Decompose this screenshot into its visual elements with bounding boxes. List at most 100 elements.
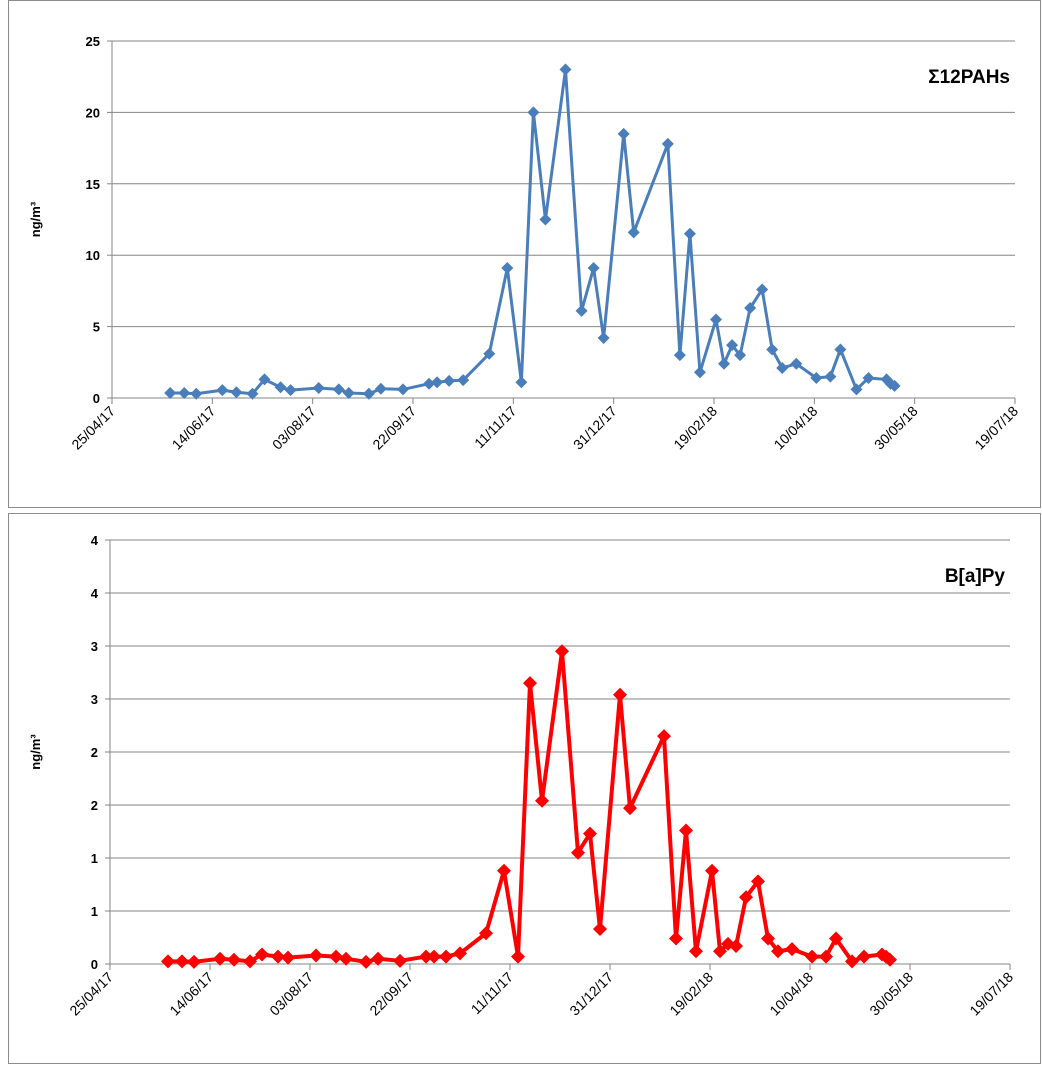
x-tick-label: 14/06/17 bbox=[169, 403, 219, 453]
data-point bbox=[511, 949, 525, 964]
data-point bbox=[175, 954, 189, 969]
x-tick-label: 19/07/18 bbox=[971, 403, 1021, 453]
data-point bbox=[824, 370, 837, 383]
data-point bbox=[190, 387, 203, 400]
data-point bbox=[427, 949, 441, 964]
y-tick-label: 4 bbox=[91, 586, 99, 601]
data-point bbox=[810, 372, 823, 385]
data-line bbox=[170, 68, 896, 396]
data-point bbox=[888, 379, 901, 392]
data-point bbox=[771, 944, 785, 959]
data-point bbox=[583, 826, 597, 841]
data-point bbox=[187, 954, 201, 969]
data-point bbox=[312, 382, 325, 395]
y-tick-label: 2 bbox=[91, 798, 98, 813]
y-tick-label: 0 bbox=[93, 391, 100, 406]
data-point bbox=[227, 952, 241, 967]
data-point bbox=[683, 227, 696, 240]
data-point bbox=[243, 954, 257, 969]
data-point bbox=[274, 381, 287, 394]
data-point bbox=[423, 377, 436, 390]
data-point bbox=[829, 931, 843, 946]
data-point bbox=[862, 372, 875, 385]
y-tick-label: 20 bbox=[86, 105, 100, 120]
y-tick-label: 5 bbox=[93, 320, 100, 335]
data-point bbox=[309, 948, 323, 963]
data-point bbox=[559, 63, 572, 76]
data-point bbox=[339, 951, 353, 966]
data-point bbox=[805, 949, 819, 964]
data-point bbox=[443, 374, 456, 387]
data-point bbox=[216, 384, 229, 397]
chart-title: Σ12PAHs bbox=[928, 67, 1010, 88]
data-point bbox=[281, 950, 295, 965]
data-point bbox=[776, 362, 789, 375]
y-tick-label: 3 bbox=[91, 692, 98, 707]
data-point bbox=[790, 357, 803, 370]
data-point bbox=[213, 951, 227, 966]
data-point bbox=[164, 387, 177, 400]
data-point bbox=[527, 106, 540, 119]
data-point bbox=[555, 644, 569, 659]
x-tick-label: 19/02/18 bbox=[666, 969, 716, 1019]
data-point bbox=[713, 944, 727, 959]
data-point bbox=[850, 383, 863, 396]
x-tick-label: 22/09/17 bbox=[369, 403, 419, 453]
data-point bbox=[693, 366, 706, 379]
x-tick-label: 11/11/17 bbox=[468, 969, 517, 1018]
data-point bbox=[726, 339, 739, 352]
x-tick-label: 10/04/18 bbox=[771, 403, 821, 453]
y-tick-label: 1 bbox=[91, 904, 98, 919]
data-point bbox=[258, 373, 271, 386]
data-point bbox=[535, 793, 549, 808]
x-tick-label: 30/05/18 bbox=[866, 969, 916, 1019]
data-point bbox=[515, 376, 528, 389]
data-point bbox=[785, 942, 799, 957]
data-point bbox=[362, 387, 375, 400]
data-point bbox=[679, 823, 693, 838]
data-point bbox=[751, 874, 765, 889]
x-tick-label: 19/02/18 bbox=[670, 403, 720, 453]
data-point bbox=[230, 386, 243, 399]
data-point bbox=[271, 949, 285, 964]
data-point bbox=[883, 952, 897, 967]
chart-frame bbox=[8, 513, 1041, 1064]
y-tick-label: 15 bbox=[86, 177, 100, 192]
axis-title: ng/m³ bbox=[28, 201, 43, 237]
data-point bbox=[673, 349, 686, 362]
data-point bbox=[483, 347, 496, 360]
data-point bbox=[710, 313, 723, 326]
data-point bbox=[419, 949, 433, 964]
data-point bbox=[359, 954, 373, 969]
x-tick-label: 30/05/18 bbox=[871, 403, 921, 453]
data-point bbox=[523, 676, 537, 691]
data-point bbox=[329, 949, 343, 964]
y-tick-label: 10 bbox=[86, 248, 100, 263]
y-tick-label: 1 bbox=[91, 851, 98, 866]
data-point bbox=[718, 357, 731, 370]
chart-title: B[a]Py bbox=[945, 566, 1006, 587]
x-tick-label: 22/09/17 bbox=[366, 969, 416, 1019]
data-point bbox=[501, 262, 514, 275]
data-point bbox=[623, 801, 637, 816]
data-point bbox=[539, 213, 552, 226]
data-point bbox=[661, 137, 674, 150]
data-point bbox=[669, 931, 683, 946]
data-point bbox=[739, 890, 753, 905]
data-point bbox=[284, 384, 297, 397]
data-point bbox=[689, 944, 703, 959]
x-tick-label: 31/12/17 bbox=[570, 403, 620, 453]
data-point bbox=[587, 262, 600, 275]
data-point bbox=[756, 283, 769, 296]
data-point bbox=[819, 949, 833, 964]
x-tick-label: 25/04/17 bbox=[68, 403, 118, 453]
x-tick-label: 19/07/18 bbox=[966, 969, 1016, 1019]
data-point bbox=[766, 343, 779, 356]
x-tick-label: 03/08/17 bbox=[269, 403, 319, 453]
chart-frame bbox=[8, 0, 1041, 508]
data-point bbox=[857, 949, 871, 964]
data-point bbox=[834, 343, 847, 356]
y-tick-label: 4 bbox=[91, 533, 99, 548]
x-tick-label: 03/08/17 bbox=[266, 969, 316, 1019]
